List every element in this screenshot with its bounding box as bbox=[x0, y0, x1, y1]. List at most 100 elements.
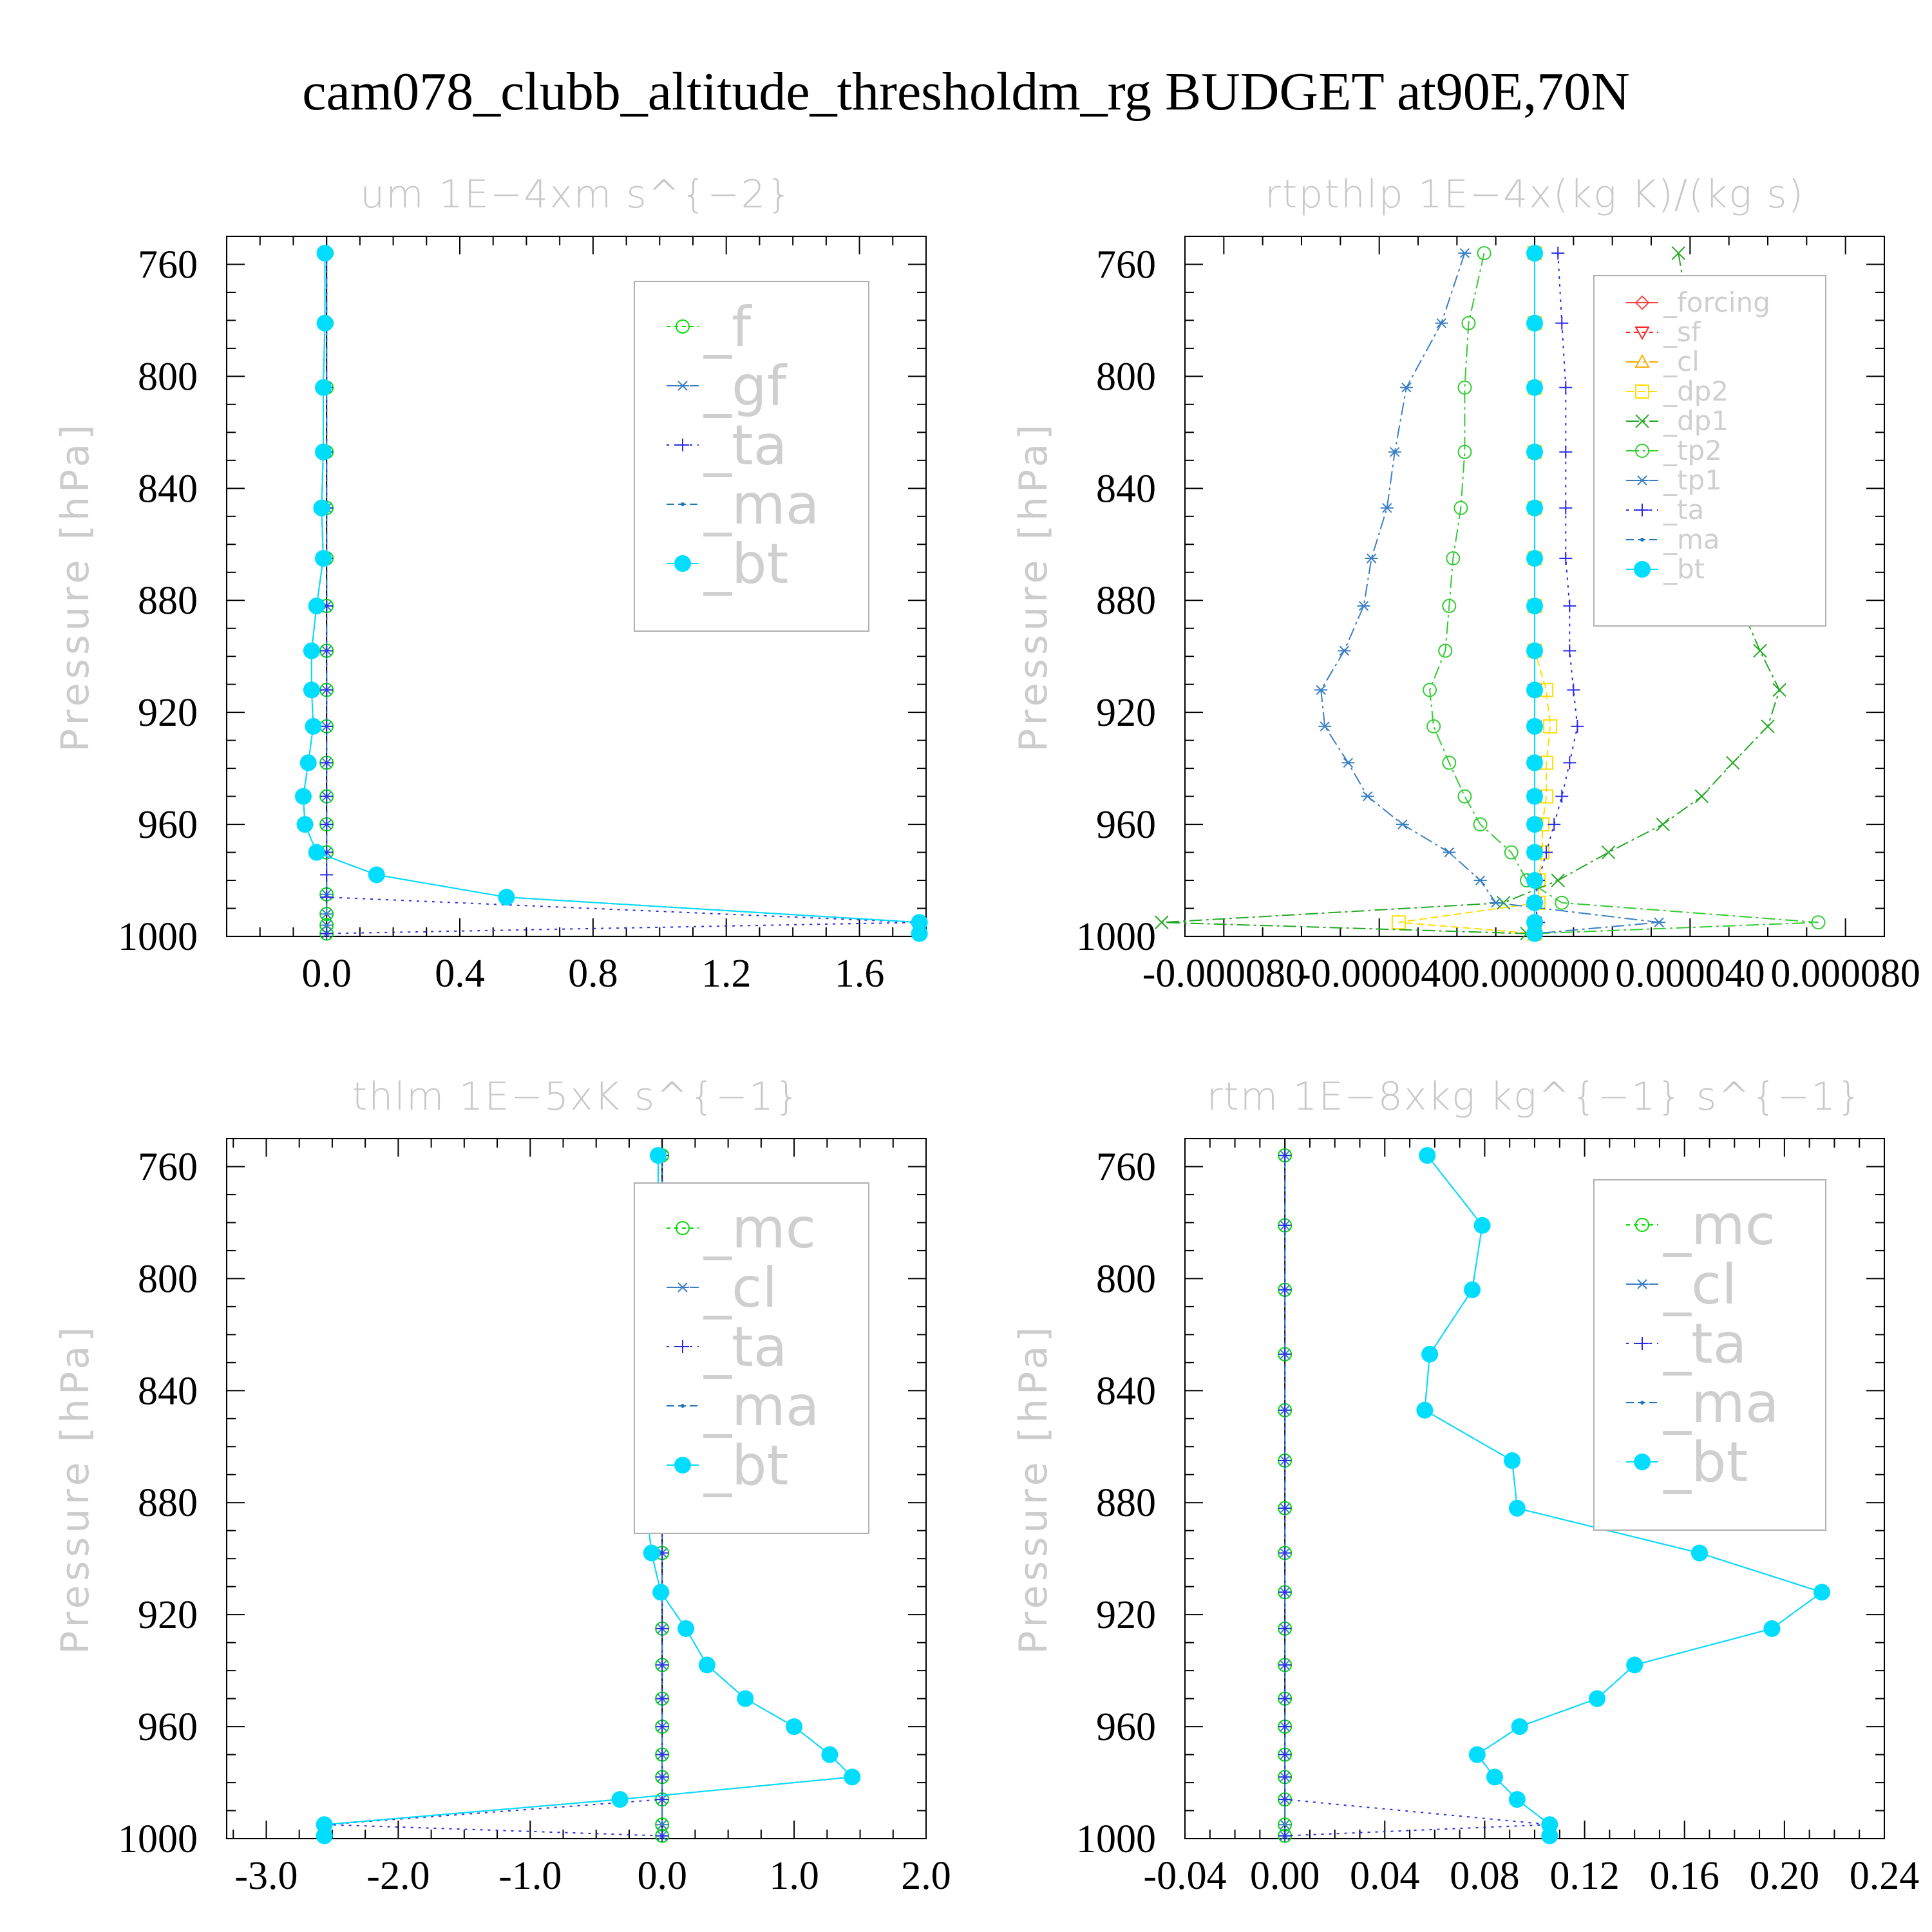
data-point bbox=[320, 891, 334, 904]
data-point bbox=[1559, 501, 1573, 515]
data-point bbox=[1423, 683, 1437, 697]
data-point bbox=[1477, 246, 1492, 261]
data-point bbox=[1508, 1791, 1526, 1808]
data-point bbox=[1421, 1345, 1439, 1363]
panels: um 1E−4xm s^{−2} Pressure [hPa] 0.0 0.4 0.8 1… bbox=[53, 172, 1920, 1898]
data-point bbox=[299, 754, 317, 772]
panel-title: um 1E−4xm s^{−2} bbox=[360, 172, 792, 217]
series-line bbox=[1429, 252, 1819, 934]
data-point bbox=[1278, 1454, 1292, 1468]
panel-title: rtm 1E−8xkg kg^{−1} s^{−1} bbox=[1207, 1074, 1863, 1119]
data-point bbox=[314, 443, 332, 460]
data-point bbox=[1526, 816, 1543, 833]
y-tick-label: 920 bbox=[1096, 1593, 1156, 1637]
x-tick-label: 0.000080 bbox=[1770, 952, 1920, 996]
data-point bbox=[1526, 642, 1543, 659]
data-point bbox=[320, 644, 334, 658]
legend-swatch-marker bbox=[1635, 414, 1649, 428]
chart-panel-4: rtm 1E−8xkg kg^{−1} s^{−1} Pressure [hPa]… bbox=[1011, 1074, 1919, 1898]
data-point bbox=[1694, 789, 1709, 804]
data-point bbox=[1338, 645, 1351, 656]
x-tick-label: 0.24 bbox=[1850, 1854, 1920, 1898]
data-point bbox=[1341, 757, 1355, 768]
data-point bbox=[498, 889, 515, 906]
data-point bbox=[1555, 316, 1569, 330]
legend-swatch-marker bbox=[676, 439, 689, 451]
data-point bbox=[911, 925, 928, 942]
data-point bbox=[1278, 1793, 1292, 1806]
y-axis-label: Pressure [hPa] bbox=[1011, 421, 1056, 752]
legend-swatch-marker bbox=[1634, 561, 1651, 578]
x-tick-label: 1.2 bbox=[701, 952, 752, 996]
data-point bbox=[1278, 1692, 1292, 1705]
legend-label: _tp1 bbox=[1663, 464, 1722, 496]
data-point bbox=[320, 756, 334, 770]
y-tick-label: 840 bbox=[1096, 467, 1156, 511]
data-point bbox=[1526, 681, 1543, 699]
legend-swatch-marker bbox=[1635, 1218, 1649, 1232]
legend: _forcing_sf_cl_dp2_dp1_tp2_tp1_ta_ma_bt bbox=[1593, 275, 1826, 627]
data-point bbox=[1361, 791, 1374, 802]
series-line bbox=[1533, 253, 1578, 934]
y-tick-label: 840 bbox=[138, 467, 198, 511]
data-point bbox=[1426, 719, 1441, 734]
chart-panel-1: um 1E−4xm s^{−2} Pressure [hPa] 0.0 0.4 0.8 1… bbox=[53, 172, 928, 996]
y-tick-label: 920 bbox=[138, 1593, 198, 1637]
series-dp2 bbox=[1391, 246, 1558, 941]
legend-swatch-marker bbox=[676, 1340, 689, 1353]
data-point bbox=[821, 1746, 838, 1763]
data-point bbox=[656, 1692, 669, 1705]
legend-label: _ma bbox=[703, 473, 819, 537]
data-point bbox=[305, 717, 322, 735]
data-point bbox=[1551, 873, 1565, 887]
series-ta bbox=[1278, 1149, 1557, 1842]
data-point bbox=[1278, 1347, 1292, 1361]
data-point bbox=[1489, 898, 1502, 908]
data-point bbox=[1278, 1501, 1292, 1515]
data-point bbox=[1278, 1622, 1292, 1635]
y-tick-label: 840 bbox=[138, 1369, 198, 1413]
data-point bbox=[320, 909, 334, 919]
legend-swatch-marker bbox=[1636, 475, 1649, 486]
data-point bbox=[656, 1829, 669, 1842]
data-point bbox=[1656, 817, 1670, 831]
y-tick-label: 960 bbox=[138, 1705, 198, 1749]
data-point bbox=[1473, 817, 1488, 832]
data-point bbox=[1690, 1544, 1708, 1562]
legend-label: _dp2 bbox=[1663, 375, 1728, 407]
data-point bbox=[316, 1827, 333, 1844]
data-point bbox=[1442, 598, 1457, 613]
data-point bbox=[1443, 847, 1456, 858]
data-point bbox=[844, 1768, 861, 1786]
data-point bbox=[1438, 643, 1453, 658]
legend-swatch-marker bbox=[681, 1404, 685, 1408]
data-point bbox=[677, 1620, 695, 1637]
data-point bbox=[1396, 819, 1409, 829]
data-point bbox=[1446, 551, 1461, 566]
data-point bbox=[316, 314, 334, 332]
data-point bbox=[1399, 383, 1413, 393]
y-tick-label: 800 bbox=[138, 1257, 198, 1301]
data-point bbox=[656, 1748, 669, 1761]
legend-label: _cl bbox=[1663, 346, 1700, 377]
data-point bbox=[1468, 1746, 1486, 1763]
data-point bbox=[1526, 379, 1543, 396]
legend-swatch-marker bbox=[1634, 295, 1650, 310]
legend-label: _dp1 bbox=[1663, 405, 1728, 437]
data-point bbox=[308, 844, 325, 861]
data-point bbox=[296, 816, 314, 833]
x-tick-label: 0.04 bbox=[1350, 1854, 1420, 1898]
x-tick-label: -1.0 bbox=[498, 1854, 562, 1898]
data-point bbox=[1526, 550, 1543, 567]
data-point bbox=[1435, 318, 1448, 328]
data-point bbox=[1526, 597, 1543, 614]
x-tick-label: 0.000000 bbox=[1460, 952, 1610, 996]
data-point bbox=[1511, 1718, 1528, 1736]
legend: _mc_cl_ta_ma_bt bbox=[634, 1182, 869, 1534]
x-tick-label: 0.08 bbox=[1450, 1854, 1520, 1898]
y-tick-label: 760 bbox=[1096, 243, 1156, 287]
data-point bbox=[611, 1791, 629, 1808]
data-point bbox=[1653, 917, 1666, 927]
x-tick-label: 0.16 bbox=[1649, 1854, 1719, 1898]
legend-label: _ta bbox=[1663, 494, 1704, 526]
